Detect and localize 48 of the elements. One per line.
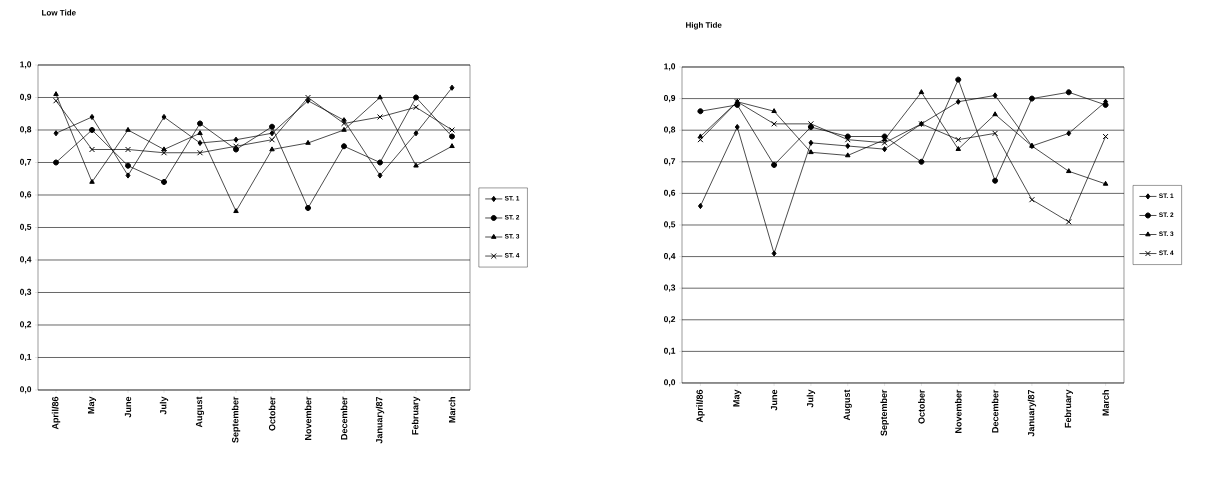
x-tick-label: July: [159, 396, 169, 415]
x-tick-label: April/86: [696, 389, 705, 423]
x-tick-label: September: [231, 396, 241, 443]
y-tick-label: 0,1: [663, 347, 676, 356]
x-tick-label: March: [1102, 390, 1109, 416]
x-tick-label: May: [733, 389, 742, 407]
y-tick-label: 0,9: [19, 93, 32, 102]
y-tick-label: 0,9: [663, 94, 676, 103]
x-tick-label: February: [411, 396, 421, 435]
y-tick-label: 0,1: [19, 353, 32, 362]
x-tick-label: November: [304, 396, 312, 440]
y-tick-label: 0,0: [19, 386, 32, 394]
y-tick-label: 0,7: [663, 158, 676, 166]
y-tick-label: 1,0: [664, 63, 676, 71]
y-tick-label: 0,6: [19, 191, 32, 199]
y-tick-label: 0,2: [663, 316, 676, 324]
y-tick-label: 0,4: [19, 256, 32, 264]
y-tick-label: 0,4: [663, 252, 676, 261]
x-tick-label: January/87: [375, 396, 385, 444]
x-tick-label: November: [954, 389, 962, 433]
x-tick-label: August: [195, 396, 205, 428]
y-tick-label: 1,0: [20, 61, 32, 69]
x-tick-label: April/86: [51, 396, 61, 430]
y-tick-label: 0,8: [19, 126, 32, 134]
y-tick-label: 0,3: [663, 284, 676, 292]
x-tick-label: June: [770, 389, 778, 411]
x-tick-label: May: [87, 396, 97, 414]
x-tick-label: October: [918, 389, 925, 424]
y-tick-label: 0,6: [663, 189, 676, 198]
x-tick-label: June: [124, 396, 132, 418]
x-tick-label: December: [991, 389, 999, 433]
y-tick-label: 0,2: [19, 321, 32, 329]
y-tick-label: 0,0: [663, 379, 676, 387]
y-tick-label: 0,5: [19, 223, 32, 232]
x-tick-label: July: [806, 389, 816, 408]
y-tick-label: 0,5: [663, 221, 676, 229]
chart-title: High Tide: [686, 21, 722, 30]
x-tick-label: September: [880, 389, 889, 436]
x-tick-label: August: [843, 389, 852, 421]
y-tick-label: 0,7: [19, 158, 32, 167]
y-tick-label: 0,8: [663, 126, 676, 134]
x-tick-label: February: [1064, 389, 1073, 428]
x-tick-label: March: [448, 397, 456, 423]
y-tick-label: 0,3: [19, 288, 32, 297]
x-tick-label: January/87: [1027, 389, 1037, 437]
x-tick-label: December: [340, 396, 348, 440]
chart-title: Low Tide: [42, 9, 76, 16]
x-tick-label: October: [268, 396, 276, 431]
